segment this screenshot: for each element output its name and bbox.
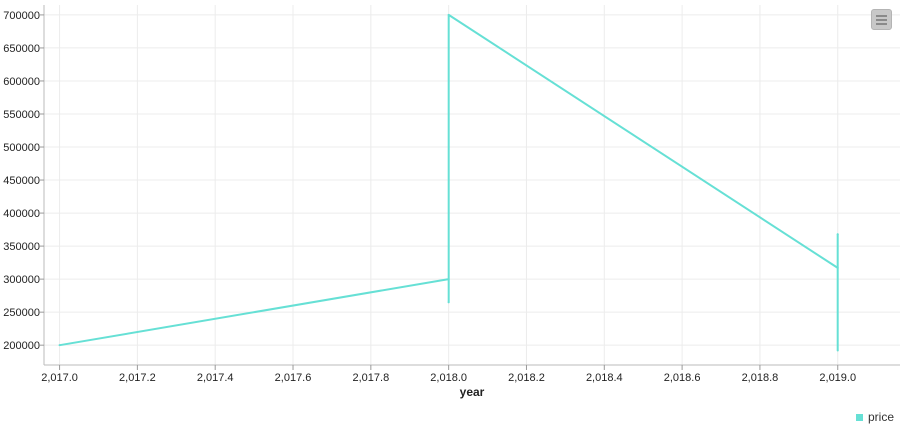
legend-swatch-price xyxy=(856,414,863,421)
y-tick-label: 650000 xyxy=(3,43,40,55)
x-tick-label: 2,018.0 xyxy=(430,372,467,384)
data-point[interactable] xyxy=(447,13,450,16)
x-axis-title: year xyxy=(460,385,485,399)
data-point[interactable] xyxy=(447,278,450,281)
menu-bar xyxy=(876,19,887,21)
x-tick-label: 2,017.6 xyxy=(275,372,312,384)
x-tick-label: 2,019.0 xyxy=(819,372,856,384)
y-tick-label: 300000 xyxy=(3,274,40,286)
data-point[interactable] xyxy=(447,301,450,304)
y-tick-labels: 200000 250000 300000 350000 400000 450000 5000… xyxy=(3,10,40,352)
legend[interactable]: price xyxy=(856,410,894,424)
x-tick-label: 2,018.8 xyxy=(742,372,779,384)
x-tick-label: 2,017.2 xyxy=(119,372,156,384)
hamburger-menu-icon[interactable] xyxy=(871,9,892,30)
data-point[interactable] xyxy=(836,349,839,352)
y-tick-label: 600000 xyxy=(3,76,40,88)
menu-bar xyxy=(876,23,887,25)
x-tick-label: 2,018.2 xyxy=(508,372,545,384)
x-tick-label: 2,018.4 xyxy=(586,372,623,384)
data-point[interactable] xyxy=(58,344,61,347)
y-tick-label: 250000 xyxy=(3,307,40,319)
axes xyxy=(40,5,900,370)
y-tick-label: 400000 xyxy=(3,208,40,220)
y-tick-label: 350000 xyxy=(3,241,40,253)
legend-label-price[interactable]: price xyxy=(868,410,894,424)
x-tick-label: 2,017.0 xyxy=(41,372,78,384)
series-layer xyxy=(58,13,839,352)
x-tick-label: 2,017.8 xyxy=(352,372,389,384)
menu-bar xyxy=(876,15,887,17)
grid-lines xyxy=(44,5,900,365)
x-tick-labels: 2,017.0 2,017.2 2,017.4 2,017.6 2,017.8 2,018… xyxy=(41,372,856,384)
y-tick-label: 700000 xyxy=(3,10,40,22)
x-tick-label: 2,018.6 xyxy=(664,372,701,384)
y-tick-label: 550000 xyxy=(3,109,40,121)
data-point[interactable] xyxy=(836,233,839,236)
data-point[interactable] xyxy=(836,266,839,269)
x-tick-label: 2,017.4 xyxy=(197,372,234,384)
y-tick-label: 450000 xyxy=(3,175,40,187)
series-line-price[interactable] xyxy=(59,13,839,351)
y-tick-label: 200000 xyxy=(3,340,40,352)
y-tick-label: 500000 xyxy=(3,142,40,154)
